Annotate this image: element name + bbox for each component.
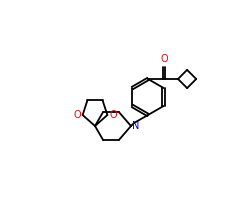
Text: O: O [160, 54, 168, 64]
Text: O: O [109, 110, 117, 120]
Text: N: N [132, 121, 139, 131]
Text: O: O [73, 110, 81, 120]
